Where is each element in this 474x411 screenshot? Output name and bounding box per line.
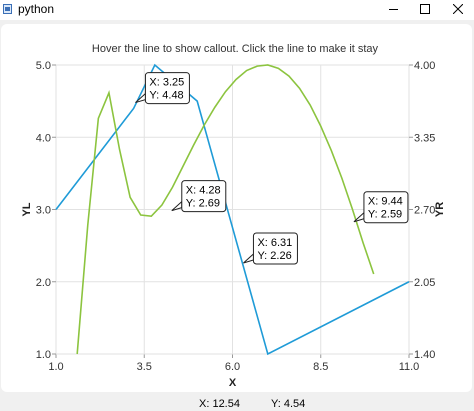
callout-y-label: Y: 2.26 <box>257 250 291 262</box>
x-tick-label: 11.0 <box>399 361 420 373</box>
yl-tick-label: 5.0 <box>36 60 51 72</box>
yl-tick-label: 1.0 <box>36 349 51 361</box>
x-tick-label: 6.0 <box>225 361 240 373</box>
x-tick-label: 3.5 <box>137 361 152 373</box>
callout-box[interactable] <box>363 191 409 224</box>
minimize-button[interactable] <box>376 0 412 20</box>
callout-x-label: X: 4.28 <box>186 185 221 197</box>
x-tick-label: 1.0 <box>48 361 63 373</box>
window-title: python <box>18 2 55 16</box>
yr-tick-label: 3.35 <box>414 132 435 144</box>
callout-y-label: Y: 4.48 <box>149 90 183 102</box>
close-button[interactable] <box>440 0 474 20</box>
callout-x-label: X: 6.31 <box>257 237 292 249</box>
callout-x-label: X: 3.25 <box>149 77 184 89</box>
series-line-2[interactable] <box>76 64 375 355</box>
yr-tick-label: 1.40 <box>414 349 435 361</box>
yr-tick-label: 2.70 <box>414 205 435 217</box>
yr-tick-label: 2.05 <box>414 277 435 289</box>
yl-tick-label: 3.0 <box>36 205 51 217</box>
close-icon <box>453 4 463 14</box>
maximize-button[interactable] <box>407 0 443 20</box>
callout-x-label: X: 9.44 <box>368 196 403 208</box>
app-icon <box>3 4 12 14</box>
callout-box[interactable] <box>144 72 190 105</box>
yr-tick-label: 4.00 <box>414 60 435 72</box>
callout-box[interactable] <box>252 232 298 265</box>
callout-pointer <box>243 252 254 264</box>
y-coordinate-readout: Y: 4.54 <box>271 398 306 410</box>
callout-box[interactable] <box>181 180 227 213</box>
yl-tick-label: 4.0 <box>36 132 51 144</box>
yl-tick-label: 2.0 <box>36 277 51 289</box>
title-bar: python <box>0 0 474 20</box>
yr-axis-title: YR <box>434 202 446 217</box>
chart-title: Hover the line to show callout. Click th… <box>92 43 379 55</box>
callout-y-label: Y: 2.59 <box>368 209 402 221</box>
x-coordinate-readout: X: 12.54 <box>199 398 240 410</box>
x-tick-label: 8.5 <box>313 361 328 373</box>
callout-y-label: Y: 2.69 <box>186 198 220 210</box>
yl-axis-title: YL <box>21 202 33 216</box>
x-axis-title: X <box>229 377 237 389</box>
